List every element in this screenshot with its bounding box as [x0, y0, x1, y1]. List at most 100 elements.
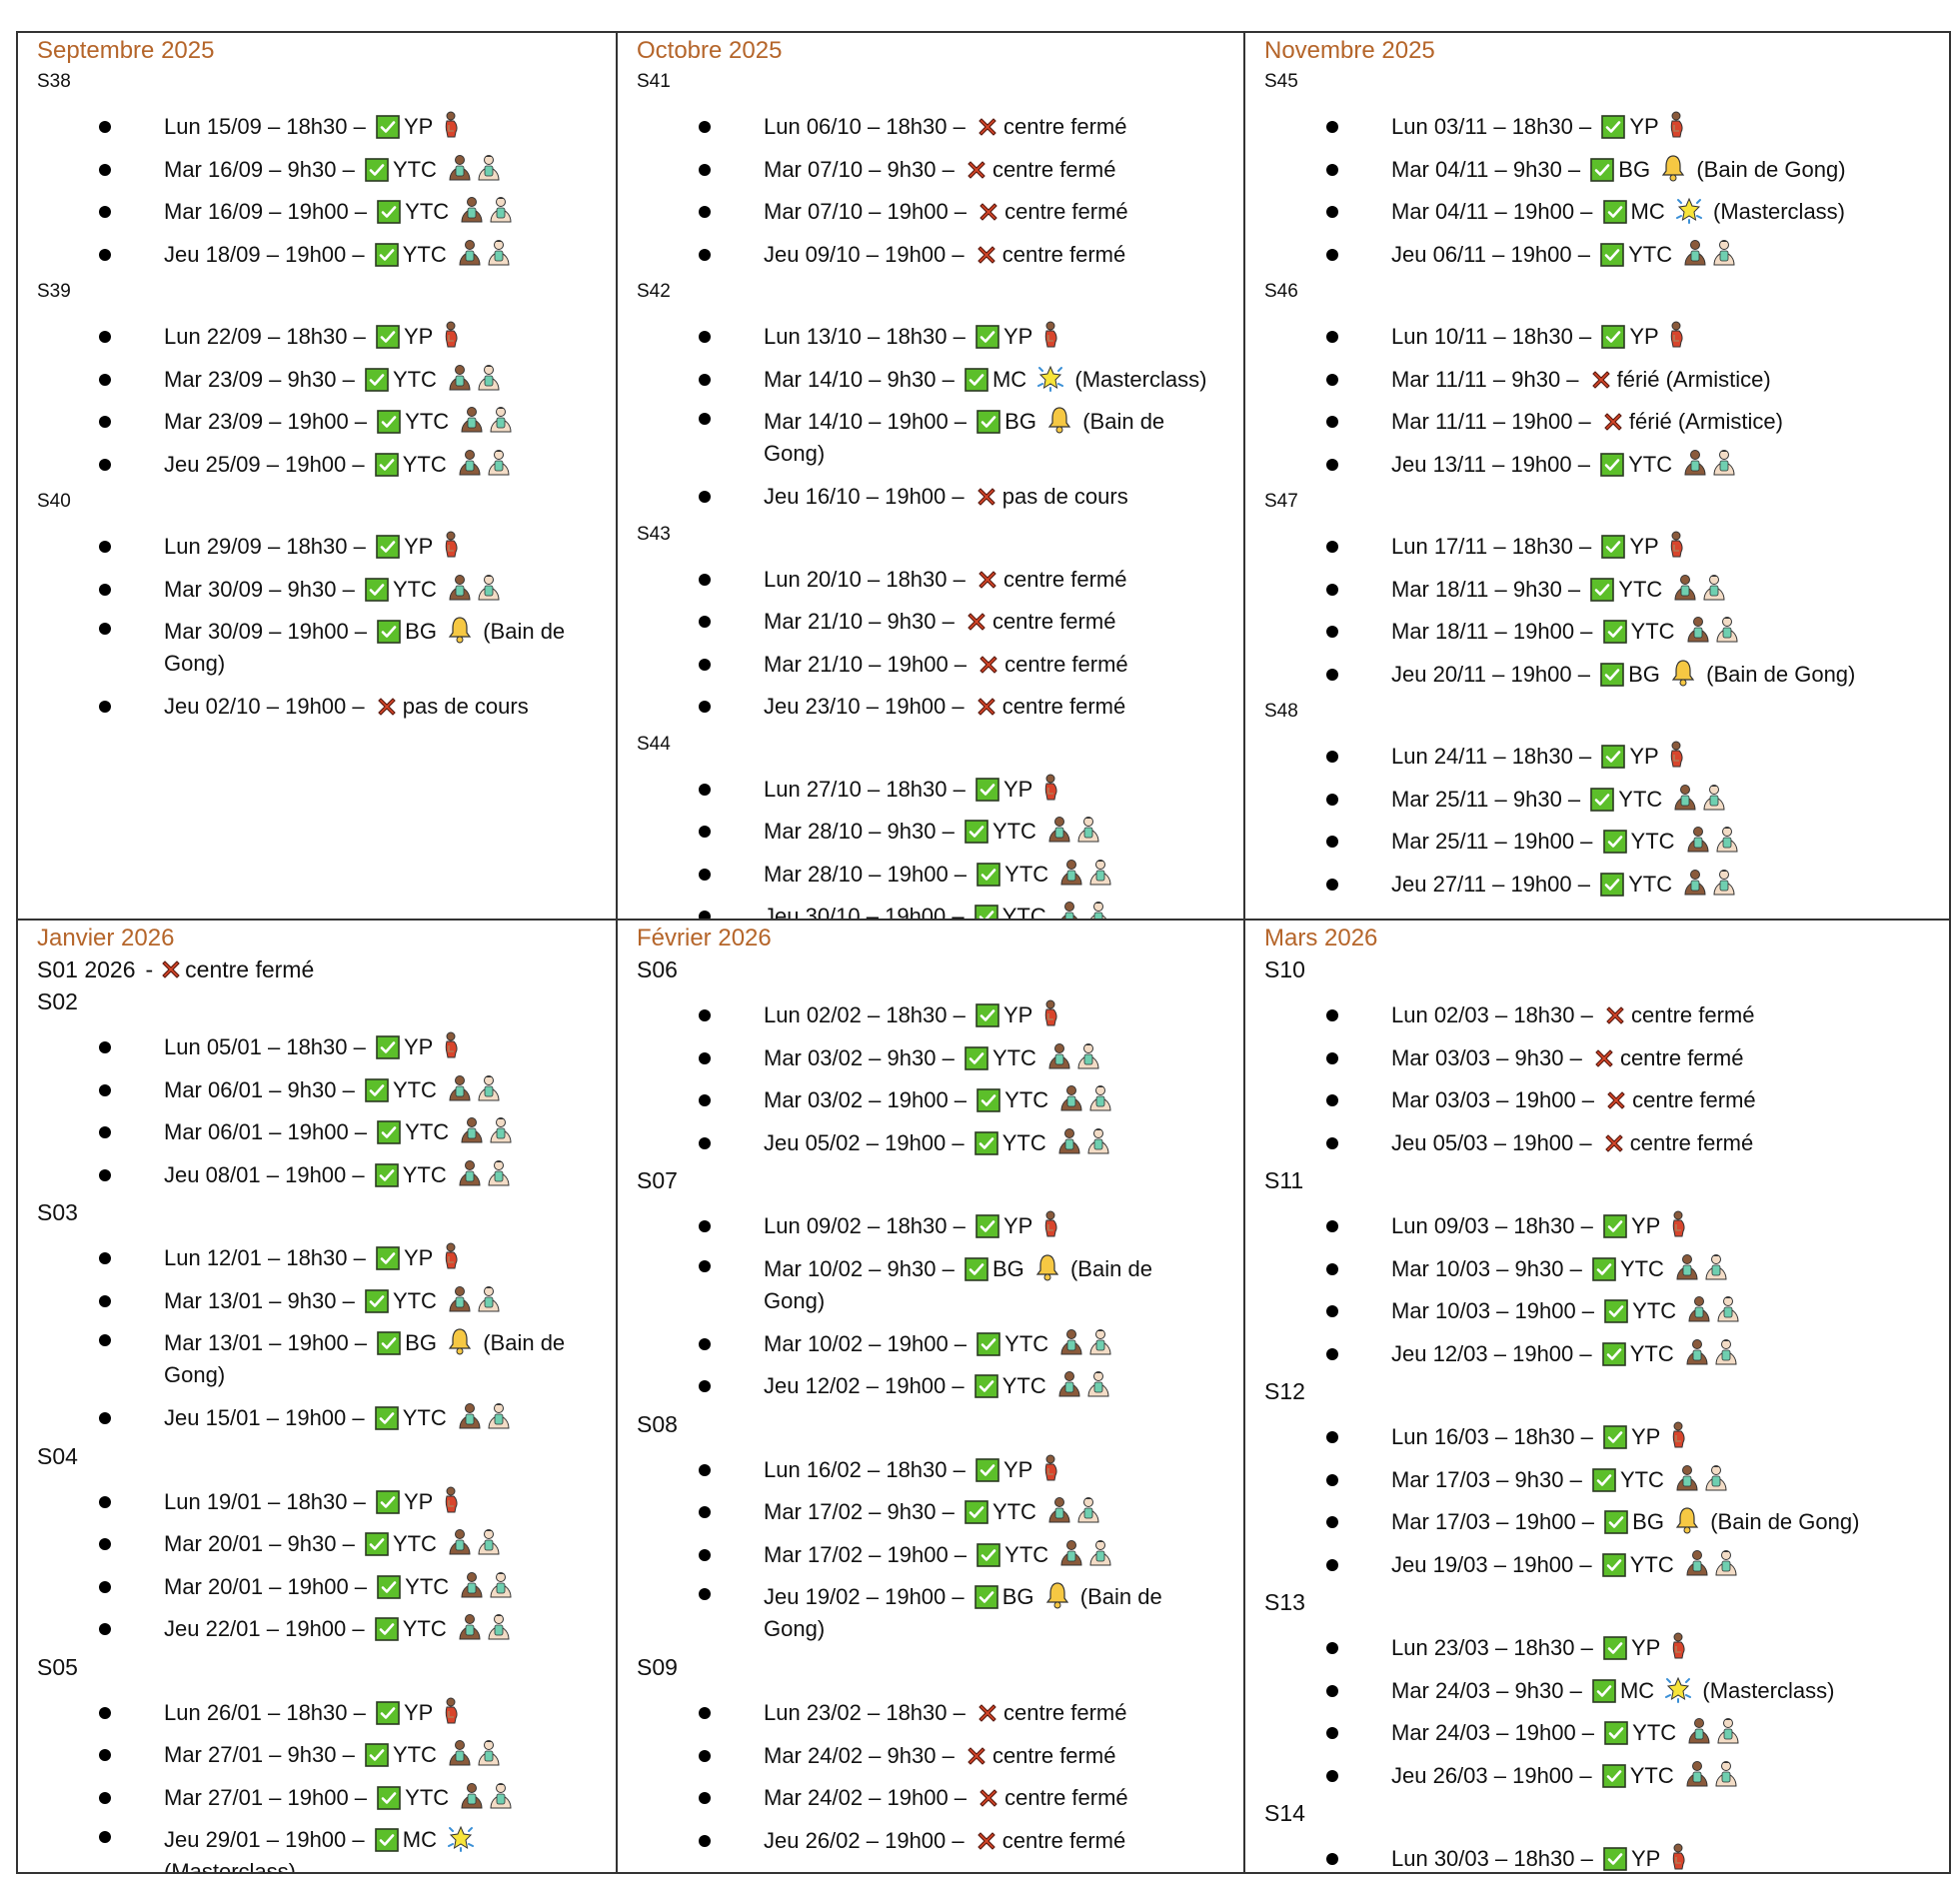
week-number: S07	[637, 1167, 678, 1193]
session-item: Mar 21/10 – 19h00 – centre fermé	[637, 644, 1231, 687]
session-note: (Masterclass)	[1702, 1677, 1835, 1703]
yoga-people-icon	[459, 196, 515, 224]
session-item: Lun 30/03 – 18h30 – YP	[1264, 1838, 1937, 1872]
session-type: YP	[1630, 1424, 1660, 1449]
session-item: Mar 18/11 – 9h30 – YTC	[1264, 569, 1937, 612]
cross-mark-icon	[965, 158, 988, 182]
check-box-icon	[1603, 1425, 1627, 1449]
session-datetime: Mar 06/01 – 19h00 –	[164, 1119, 368, 1144]
week-number: S13	[1264, 1589, 1305, 1615]
check-box-icon	[365, 367, 389, 392]
yoga-people-icon	[1684, 1549, 1740, 1577]
session-item: Mar 17/03 – 9h30 – YTC	[1264, 1459, 1937, 1502]
cross-mark-icon	[1601, 410, 1625, 434]
session-item: Mar 24/02 – 19h00 – centre fermé	[637, 1777, 1231, 1820]
session-type: YP	[1629, 114, 1659, 139]
check-box-icon	[965, 820, 988, 844]
session-type: YP	[403, 1034, 433, 1059]
session-type: YP	[403, 1699, 433, 1725]
session-datetime: Mar 07/10 – 19h00 –	[764, 199, 968, 224]
session-type: YTC	[392, 1287, 437, 1313]
session-datetime: Mar 16/09 – 19h00 –	[164, 199, 368, 224]
session-item: Mar 03/02 – 9h30 – YTC	[637, 1037, 1231, 1080]
cross-mark-icon	[1592, 1046, 1616, 1070]
session-datetime: Mar 03/02 – 19h00 –	[764, 1087, 968, 1112]
check-box-icon	[1601, 1341, 1626, 1366]
yoga-people-icon	[1672, 784, 1728, 812]
session-type: YTC	[1619, 1255, 1664, 1281]
cross-mark-icon	[1603, 1003, 1627, 1027]
yoga-people-icon	[1058, 859, 1114, 887]
session-datetime: Jeu 23/10 – 19h00 –	[764, 694, 965, 719]
session-item: Mar 17/02 – 9h30 – YTC	[637, 1491, 1231, 1534]
session-datetime: Mar 24/03 – 9h30 –	[1391, 1677, 1582, 1703]
session-type: centre fermé	[991, 156, 1116, 182]
session-datetime: Mar 07/10 – 9h30 –	[764, 156, 955, 182]
month-title: Février 2026	[637, 925, 772, 951]
yoga-people-icon	[1682, 239, 1738, 267]
session-datetime: Lun 02/02 – 18h30 –	[764, 1002, 966, 1027]
session-type: YP	[403, 534, 433, 559]
session-datetime: Jeu 26/02 – 19h00 –	[764, 1827, 965, 1853]
session-item: Mar 10/02 – 19h00 – YTC	[637, 1323, 1231, 1366]
session-list: Lun 27/10 – 18h30 – YP Mar 28/10 – 9h30 …	[637, 769, 1231, 919]
pregnant-woman-icon	[443, 1697, 459, 1725]
session-item: Jeu 20/11 – 19h00 – BG (Bain de Gong)	[1264, 654, 1937, 697]
session-datetime: Jeu 12/03 – 19h00 –	[1391, 1340, 1592, 1366]
session-item: Jeu 27/11 – 19h00 – YTC	[1264, 864, 1937, 907]
sparkle-star-icon	[1675, 196, 1703, 224]
check-box-icon	[1604, 1510, 1628, 1534]
session-item: Mar 20/01 – 19h00 – YTC	[37, 1566, 604, 1609]
session-type: BG	[1632, 1509, 1664, 1534]
check-box-icon	[976, 777, 999, 802]
yoga-people-icon	[1685, 616, 1741, 644]
yoga-people-icon	[1674, 1253, 1730, 1281]
session-datetime: Lun 16/03 – 18h30 –	[1391, 1424, 1593, 1449]
session-item: Mar 14/10 – 19h00 – BG (Bain de Gong)	[637, 401, 1231, 476]
yoga-people-icon	[447, 1528, 503, 1556]
check-box-icon	[1601, 325, 1626, 349]
session-type: centre fermé	[1004, 199, 1128, 224]
cross-mark-icon	[976, 568, 999, 592]
session-datetime: Mar 23/09 – 19h00 –	[164, 409, 368, 434]
week-label: S14	[1264, 1797, 1937, 1829]
yoga-people-icon	[457, 1402, 513, 1430]
check-box-icon	[376, 1489, 400, 1514]
week-number: S11	[1264, 1167, 1304, 1193]
check-box-icon	[1603, 1636, 1627, 1660]
session-type: pas de cours	[402, 694, 529, 719]
yoga-people-icon	[1674, 1464, 1730, 1492]
session-type: YTC	[1618, 576, 1663, 602]
session-type: YTC	[1630, 829, 1675, 854]
session-list: Lun 20/10 – 18h30 – centre fermé Mar 21/1…	[637, 559, 1231, 729]
week-number: S01 2026	[37, 956, 136, 982]
session-type: YTC	[1629, 1551, 1674, 1577]
session-type: YP	[1629, 744, 1659, 769]
session-type: YTC	[1628, 871, 1673, 897]
session-datetime: Mar 16/09 – 9h30 –	[164, 156, 355, 182]
session-item: Mar 10/02 – 9h30 – BG (Bain de Gong)	[637, 1248, 1231, 1323]
pregnant-woman-icon	[443, 1242, 459, 1270]
session-item: Jeu 30/10 – 19h00 – YTC	[637, 896, 1231, 919]
session-list: Lun 10/11 – 18h30 – YP Mar 11/11 – 9h30 …	[1264, 316, 1937, 486]
session-datetime: Mar 24/02 – 9h30 –	[764, 1742, 955, 1768]
week-label: S01 2026- centre fermé	[37, 953, 604, 985]
yoga-people-icon	[1058, 1539, 1114, 1567]
cross-mark-icon	[965, 1744, 988, 1768]
week-label: S03	[37, 1196, 604, 1228]
week-label: S09	[637, 1651, 1231, 1683]
session-datetime: Jeu 15/01 – 19h00 –	[164, 1405, 365, 1430]
session-item: Jeu 25/09 – 19h00 – YTC	[37, 444, 604, 487]
session-datetime: Jeu 19/02 – 19h00 –	[764, 1584, 965, 1609]
session-datetime: Lun 22/09 – 18h30 –	[164, 324, 366, 349]
yoga-people-icon	[1056, 901, 1112, 919]
pregnant-woman-icon	[1668, 111, 1684, 139]
check-box-icon	[374, 452, 399, 477]
session-datetime: Jeu 19/03 – 19h00 –	[1391, 1551, 1592, 1577]
session-datetime: Mar 06/01 – 9h30 –	[164, 1076, 355, 1102]
session-datetime: Mar 17/03 – 9h30 –	[1391, 1466, 1582, 1492]
session-datetime: Mar 18/11 – 9h30 –	[1391, 576, 1581, 602]
bell-icon	[1674, 1506, 1700, 1534]
check-box-icon	[377, 200, 401, 224]
month-cell: Octobre 2025 S41 Lun 06/10 – 18h30 – centr…	[618, 33, 1245, 921]
